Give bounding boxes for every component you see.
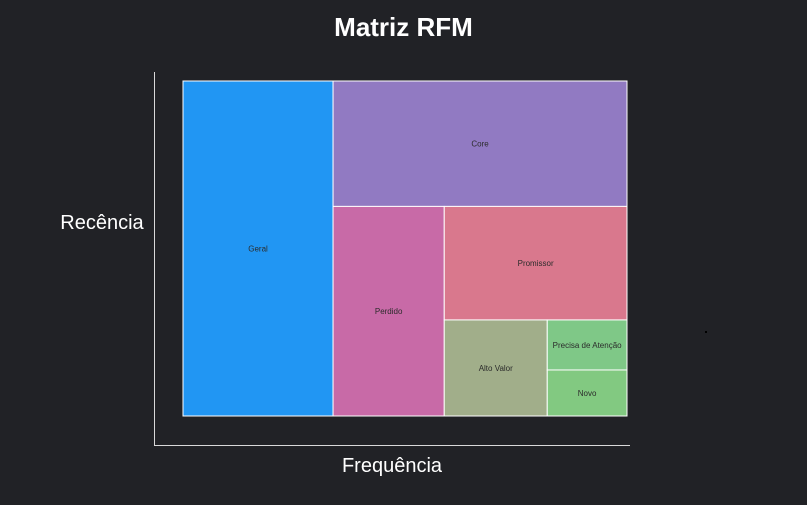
treemap-cell-core: Core <box>332 80 628 207</box>
x-axis-line <box>154 445 630 446</box>
treemap-cell-alto-valor: Alto Valor <box>443 319 548 417</box>
x-axis-label: Frequência <box>341 455 443 477</box>
stray-dot <box>705 331 707 333</box>
y-axis-line <box>154 72 155 446</box>
treemap-rect-novo <box>546 369 628 417</box>
treemap-label-novo: Novo <box>578 389 597 398</box>
chart-title: Matriz RFM <box>334 12 473 42</box>
treemap-label-promissor: Promissor <box>518 259 554 268</box>
treemap-label-geral: Geral <box>248 245 268 254</box>
treemap-cell-precisa-de-atencao: Precisa de Atenção <box>546 319 628 371</box>
treemap-cell-novo: Novo <box>546 369 628 417</box>
treemap-rect-core <box>332 80 628 207</box>
treemap-label-precisa-de-atencao: Precisa de Atenção <box>553 341 622 350</box>
treemap-rect-geral <box>182 80 334 417</box>
treemap-rect-promissor <box>443 205 628 321</box>
treemap-cell-perdido: Perdido <box>332 205 445 417</box>
treemap-rect-precisa-de-atencao <box>546 319 628 371</box>
treemap-rect-alto-valor <box>443 319 548 417</box>
treemap-label-core: Core <box>471 140 489 149</box>
treemap-label-alto-valor: Alto Valor <box>479 364 513 373</box>
treemap-cell-geral: Geral <box>182 80 334 417</box>
y-axis-label: Recência <box>60 212 144 234</box>
treemap-cell-promissor: Promissor <box>443 205 628 321</box>
treemap-label-perdido: Perdido <box>375 307 403 316</box>
treemap-rect-perdido <box>332 205 445 417</box>
